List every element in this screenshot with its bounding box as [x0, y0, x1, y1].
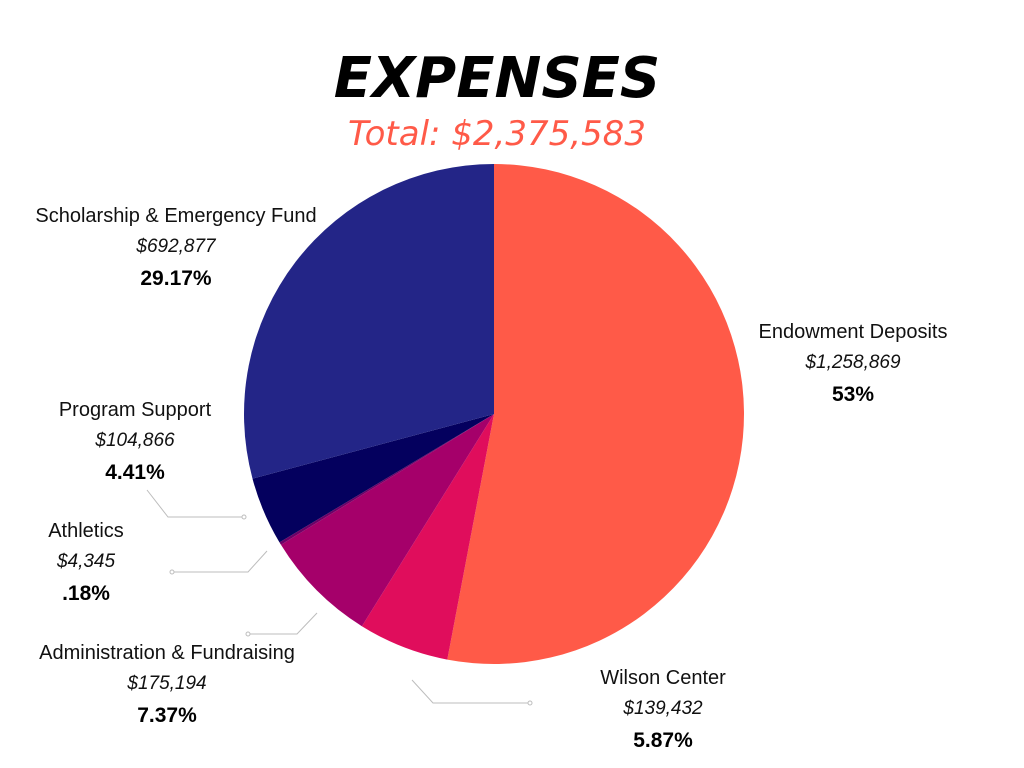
pie-slice-4: [252, 414, 494, 543]
slice-label-percent-1: 5.87%: [633, 729, 693, 752]
slice-label-name-5: Scholarship & Emergency Fund: [35, 205, 316, 227]
chart-title: EXPENSES: [334, 46, 661, 111]
chart-subtitle: Total: $2,375,583: [348, 114, 646, 154]
slice-label-amount-2: $175,194: [126, 673, 206, 694]
slice-label-name-1: Wilson Center: [600, 667, 726, 689]
slice-label-percent-0: 53%: [832, 383, 874, 406]
pie-slice-2: [280, 414, 494, 627]
pie-slice-1: [361, 414, 494, 660]
pie-slice-0: [447, 164, 744, 664]
leader-wilson-center: [411, 679, 530, 704]
slice-label-name-0: Endowment Deposits: [759, 321, 948, 343]
pie-slice-5: [243, 163, 494, 479]
leader-program-support: [146, 489, 244, 518]
leader-wilson-center-dot: [527, 700, 533, 706]
slice-label-name-2: Administration & Fundraising: [39, 642, 295, 664]
slice-label-percent-2: 7.37%: [137, 704, 197, 727]
slice-labels: Endowment Deposits $1,258,869 53% Wilson Ce…: [35, 205, 947, 752]
pie-slices: [243, 163, 744, 664]
leader-lines: [146, 489, 533, 706]
leader-administration-dot: [245, 631, 251, 637]
leader-athletics: [172, 550, 268, 573]
slice-label-percent-4: 4.41%: [105, 461, 165, 484]
slice-label-percent-5: 29.17%: [140, 267, 212, 290]
slice-label-amount-4: $104,866: [94, 430, 175, 451]
slice-label-amount-3: $4,345: [56, 551, 116, 572]
slice-label-name-4: Program Support: [59, 399, 212, 421]
leader-administration: [248, 612, 318, 635]
slice-label-amount-0: $1,258,869: [804, 352, 901, 373]
slice-label-amount-1: $139,432: [622, 698, 703, 719]
pie-slice-3: [279, 414, 494, 545]
slice-label-name-3: Athletics: [48, 520, 124, 542]
slice-label-amount-5: $692,877: [135, 236, 217, 257]
leader-program-support-dot: [241, 514, 247, 520]
leader-athletics-dot: [169, 569, 175, 575]
slice-label-percent-3: .18%: [62, 582, 110, 605]
